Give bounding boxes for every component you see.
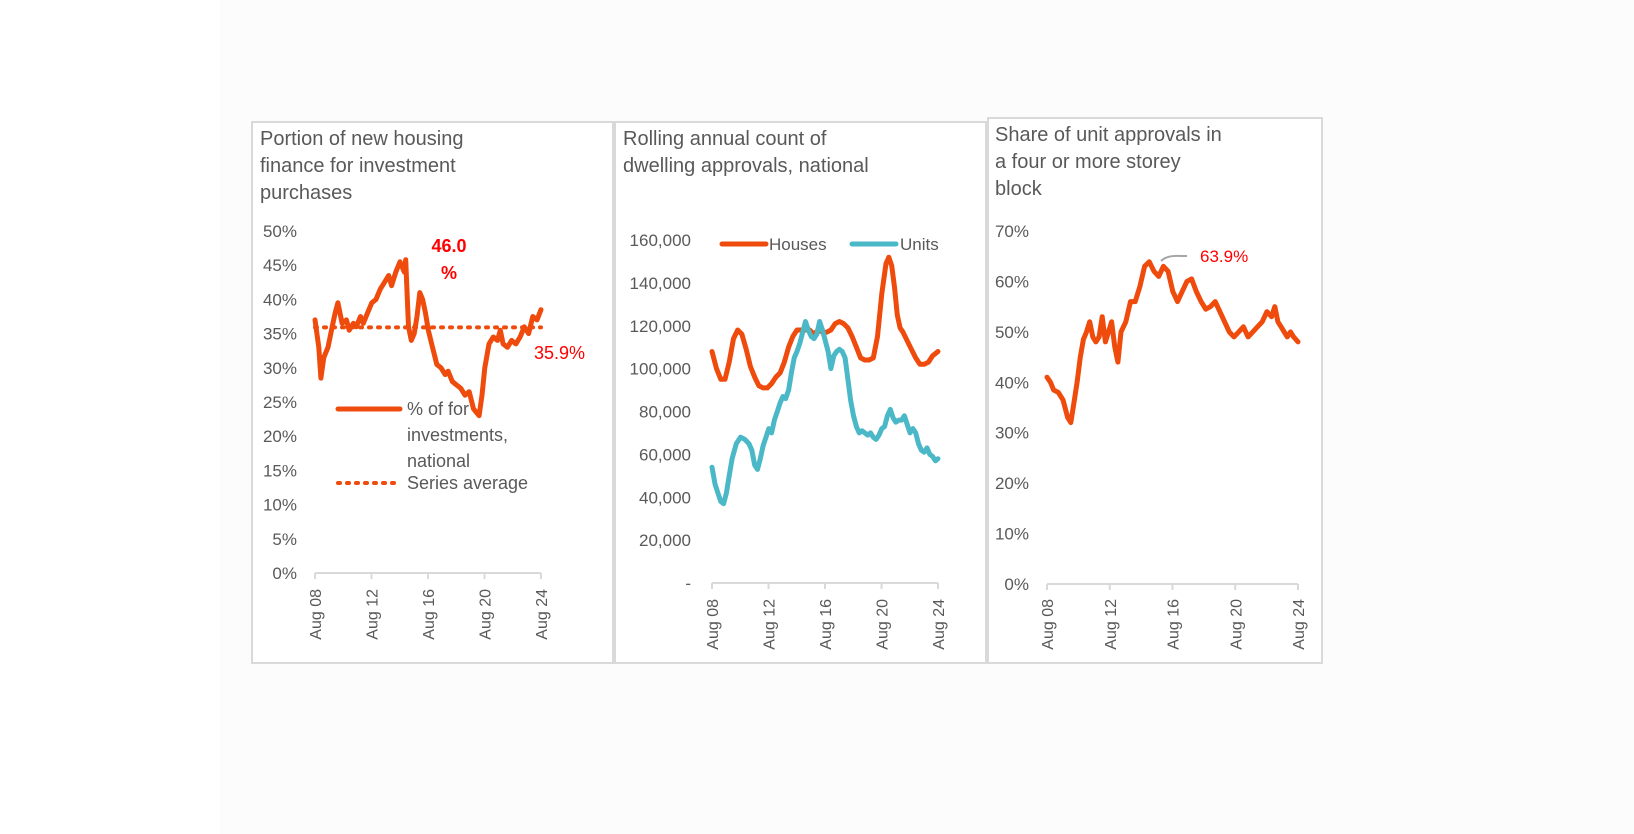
x-tick-label: Aug 12 [762,599,779,650]
y-tick-label: 10% [263,496,297,515]
y-tick-label: 60,000 [639,445,691,464]
y-tick-label: 35% [263,325,297,344]
series-line-1 [709,254,941,391]
x-tick-label: Aug 24 [931,599,948,650]
x-tick-label: Aug 20 [875,599,892,650]
x-tick-label: Aug 16 [1166,599,1183,650]
chart-plot: 0% 10% 20% 30% 40% 50% 60% 70% Aug 08 Aug 12 Aug 1… [995,222,1308,650]
chart-plot: 0% 5% 10% 15% 20% 25% 30% 35% 40% 45% 50% Aug 08 Aug… [263,222,585,640]
y-tick-label: 5% [272,530,297,549]
legend-label-average: Series average [407,473,528,493]
series-line-2 [709,319,941,507]
legend-label-investment: % of for investments, national [407,399,508,471]
y-tick-label: 60% [995,272,1029,291]
y-tick-label: 45% [263,256,297,275]
x-tick-label: Aug 08 [705,599,722,650]
y-tick-label: 160,000 [630,231,691,250]
chart-title: Share of unit approvals in a four or mor… [995,124,1222,200]
y-tick-label: 30% [995,424,1029,443]
chart-plot: - 20,000 40,000 60,000 80,000 100,000 120,000 1… [630,231,948,650]
chart-panel-dwelling-approvals: Rolling annual count of dwelling approva… [614,121,987,664]
y-tick-label: 20% [995,474,1029,493]
x-tick-label: Aug 16 [818,599,835,650]
x-tick-label: Aug 20 [478,589,495,640]
x-tick-label: Aug 08 [1040,599,1057,650]
y-tick-label: 0% [272,564,297,583]
chart-title: Rolling annual count of dwelling approva… [623,128,869,177]
x-tick-label: Aug 24 [1291,599,1308,650]
y-tick-label: 30% [263,359,297,378]
chart-panel-four-storey-share: Share of unit approvals in a four or mor… [987,117,1323,664]
data-label-peak: 46.0% [431,236,466,283]
x-tick-label: Aug 20 [1228,599,1245,650]
series-line-1 [312,257,544,419]
y-tick-label: 100,000 [630,360,691,379]
chart-panel-investment-share: Portion of new housing finance for inves… [251,121,614,664]
x-tick-label: Aug 16 [421,589,438,640]
y-tick-label: 10% [995,525,1029,544]
data-label-leader-line [1160,254,1187,262]
y-tick-label: 25% [263,393,297,412]
x-tick-label: Aug 08 [308,589,325,640]
y-tick-label: 40,000 [639,488,691,507]
y-tick-label: - [685,574,691,593]
y-tick-label: 120,000 [630,317,691,336]
chart-title: Portion of new housing finance for inves… [260,128,464,204]
y-tick-label: 20% [263,427,297,446]
y-tick-label: 70% [995,222,1029,241]
x-tick-label: Aug 24 [534,589,551,640]
data-label-peak: 63.9% [1200,247,1248,266]
y-tick-label: 15% [263,461,297,480]
y-tick-label: 20,000 [639,531,691,550]
x-tick-label: Aug 12 [365,589,382,640]
y-tick-label: 80,000 [639,403,691,422]
series-line-1 [1044,259,1301,426]
x-tick-label: Aug 12 [1103,599,1120,650]
y-tick-label: 50% [995,323,1029,342]
y-tick-label: 0% [1004,575,1029,594]
data-label-average: 35.9% [534,343,585,363]
chart-sheet: Portion of new housing finance for inves… [220,0,1634,834]
y-tick-label: 140,000 [630,274,691,293]
legend-label-houses: Houses [769,235,827,254]
legend-label-units: Units [900,235,939,254]
y-tick-label: 40% [263,290,297,309]
y-tick-label: 50% [263,222,297,241]
y-tick-label: 40% [995,373,1029,392]
